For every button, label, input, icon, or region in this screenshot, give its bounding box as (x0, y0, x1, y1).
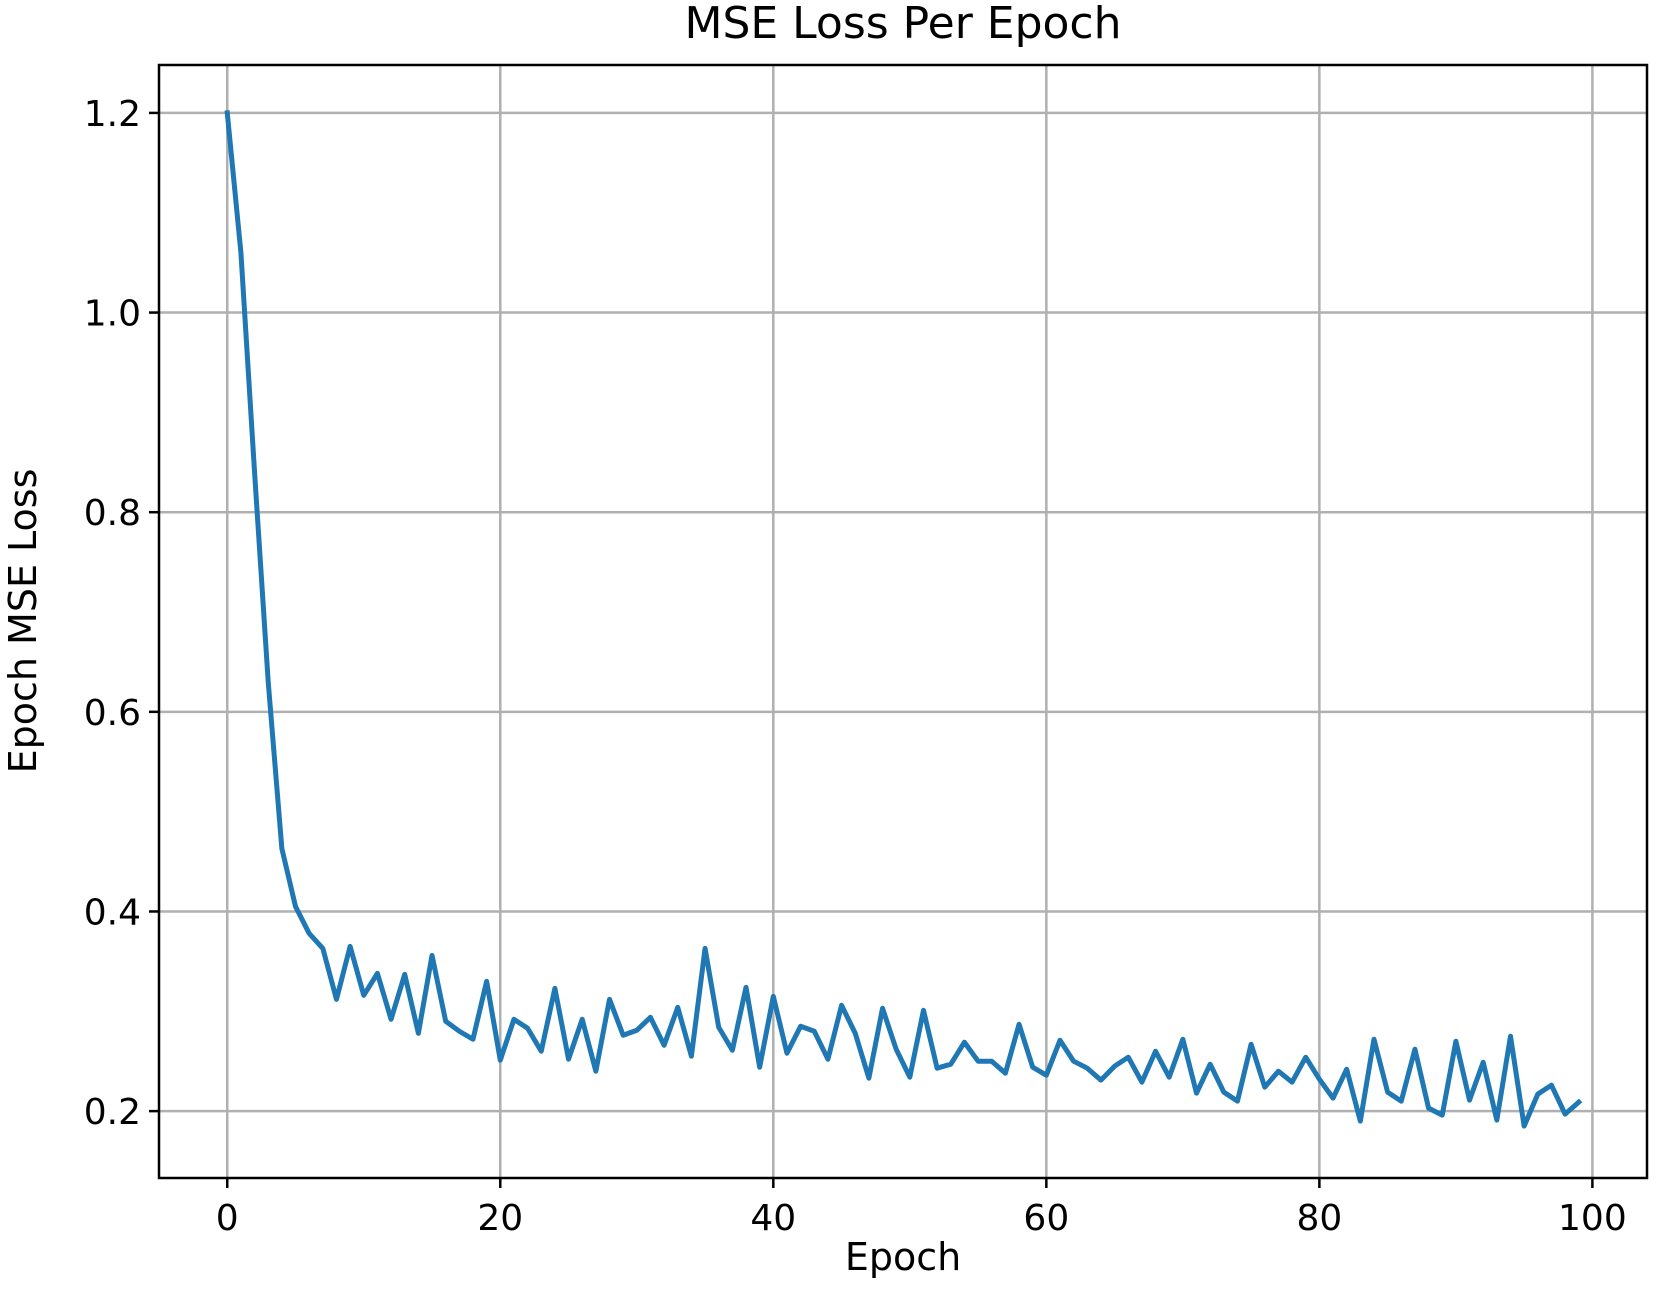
x-tick-label: 0 (216, 1198, 239, 1239)
grid-lines (159, 65, 1647, 1178)
y-tick-label: 1.0 (84, 294, 141, 335)
plot-frame (157, 63, 1649, 1180)
x-tick-label: 100 (1558, 1198, 1627, 1239)
series-layer (224, 110, 1583, 1129)
y-tick-label: 0.4 (84, 892, 141, 933)
y-tick-label: 0.2 (84, 1092, 141, 1133)
x-axis-label: Epoch (845, 1235, 961, 1279)
x-tick-label: 60 (1023, 1198, 1069, 1239)
chart-title: MSE Loss Per Epoch (684, 0, 1121, 49)
y-axis-ticks: 0.2 0.4 0.6 0.8 1.0 1.2 (84, 94, 159, 1133)
series-line-0 (224, 110, 1583, 1129)
y-axis-label: Epoch MSE Loss (1, 469, 45, 774)
x-tick-label: 80 (1296, 1198, 1342, 1239)
x-tick-label: 20 (477, 1198, 523, 1239)
x-axis-ticks: 0 20 40 60 80 100 (216, 1178, 1627, 1239)
y-tick-label: 0.8 (84, 493, 141, 534)
x-tick-label: 40 (750, 1198, 796, 1239)
y-tick-label: 0.6 (84, 693, 141, 734)
y-tick-label: 1.2 (84, 94, 141, 135)
